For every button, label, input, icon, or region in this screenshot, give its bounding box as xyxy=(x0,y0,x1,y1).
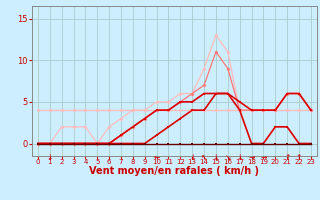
Text: ↓: ↓ xyxy=(47,153,53,162)
Text: ←: ← xyxy=(153,153,160,162)
Text: ↘: ↘ xyxy=(225,153,231,162)
Text: ↓: ↓ xyxy=(189,153,196,162)
Text: ↑: ↑ xyxy=(284,153,290,162)
Text: →: → xyxy=(248,153,255,162)
Text: ↑: ↑ xyxy=(296,153,302,162)
Text: →: → xyxy=(260,153,267,162)
X-axis label: Vent moyen/en rafales ( km/h ): Vent moyen/en rafales ( km/h ) xyxy=(89,166,260,176)
Text: ↖: ↖ xyxy=(201,153,207,162)
Text: ↓: ↓ xyxy=(236,153,243,162)
Text: ↓: ↓ xyxy=(213,153,219,162)
